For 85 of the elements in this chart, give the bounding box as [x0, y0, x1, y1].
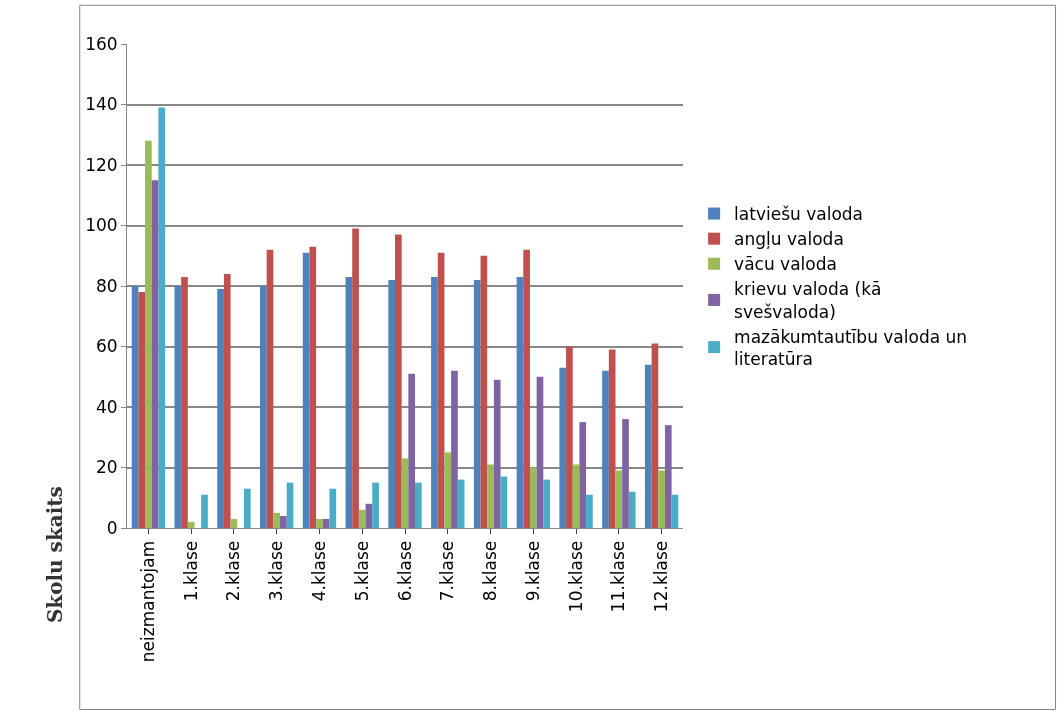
bar	[451, 370, 458, 528]
x-tick-label: 11.klase	[608, 540, 629, 613]
bar	[309, 246, 317, 528]
y-tick-label: 100	[85, 215, 118, 236]
bar	[187, 521, 195, 528]
legend-label: krievu valoda (kā svešvaloda)	[734, 279, 882, 322]
y-tick-label: 20	[95, 457, 118, 478]
x-tick-label: 12.klase	[651, 540, 672, 613]
x-tick-label: neizmantojam	[137, 540, 158, 663]
bar	[223, 273, 231, 528]
bar	[230, 518, 238, 528]
x-tick-label: 4.klase	[308, 540, 329, 602]
bar	[151, 180, 159, 528]
x-tick-label: 9.klase	[522, 540, 543, 602]
bar	[487, 464, 494, 528]
bar	[622, 419, 629, 528]
y-tick-label: 140	[85, 94, 118, 115]
bar	[131, 286, 139, 528]
bar	[628, 491, 636, 528]
bar	[260, 286, 267, 528]
bar	[644, 364, 652, 528]
legend-label: latviešu valoda	[734, 204, 864, 225]
bar	[302, 252, 310, 528]
legend-label: angļu valoda	[734, 229, 844, 250]
bar	[316, 518, 323, 528]
x-tick-label: 7.klase	[437, 540, 458, 602]
x-tick-label: 2.klase	[223, 540, 244, 602]
bar	[181, 276, 188, 528]
bar	[394, 234, 402, 528]
x-tick-label: 10.klase	[565, 540, 586, 613]
bar	[358, 509, 366, 528]
bar	[516, 276, 524, 528]
bar	[651, 343, 659, 528]
x-tick-label: 8.klase	[480, 540, 501, 602]
bar	[388, 279, 395, 528]
x-tick-label: 1.klase	[180, 540, 201, 602]
bar	[658, 470, 665, 528]
legend-label: mazākumtautību valoda un literatūra	[734, 326, 968, 369]
bar	[523, 249, 530, 528]
bar	[415, 482, 422, 528]
bar	[480, 255, 488, 528]
bar	[329, 488, 337, 528]
bar	[608, 349, 616, 528]
y-tick-label: 60	[95, 336, 118, 357]
bar	[322, 518, 330, 528]
bar	[401, 458, 409, 528]
x-tick-label: 3.klase	[266, 540, 287, 602]
bar	[493, 379, 501, 528]
bar	[145, 140, 152, 528]
bar	[579, 422, 587, 528]
y-tick-label: 160	[85, 33, 118, 54]
bar	[408, 373, 416, 528]
x-tick-label: 5.klase	[351, 540, 372, 602]
bar	[138, 292, 146, 528]
bar	[473, 279, 481, 528]
bar	[158, 107, 166, 528]
bar	[352, 228, 359, 528]
legend-label: vācu valoda	[734, 254, 837, 275]
bar	[566, 346, 573, 528]
y-tick-label: 40	[95, 396, 118, 417]
bar	[243, 488, 251, 528]
bar	[437, 252, 445, 528]
y-axis-title: Skolu skaits	[42, 486, 67, 624]
x-tick-label: 6.klase	[394, 540, 415, 602]
bar	[559, 367, 567, 528]
bar	[372, 482, 379, 528]
bar	[543, 479, 550, 528]
bar	[431, 276, 438, 528]
y-tick-label: 0	[106, 517, 118, 538]
bar	[280, 515, 287, 528]
bar	[273, 512, 281, 528]
bar	[529, 467, 537, 528]
bar	[444, 452, 452, 528]
bar	[664, 425, 672, 528]
bar	[572, 464, 580, 528]
bar	[602, 370, 609, 528]
bar	[345, 276, 353, 528]
bar	[586, 494, 593, 528]
bar	[217, 289, 224, 528]
y-tick-label: 80	[95, 275, 118, 296]
bar	[536, 376, 544, 528]
bar	[266, 249, 274, 528]
bar	[201, 494, 208, 528]
bar	[174, 286, 182, 528]
y-tick-label: 120	[85, 154, 118, 175]
